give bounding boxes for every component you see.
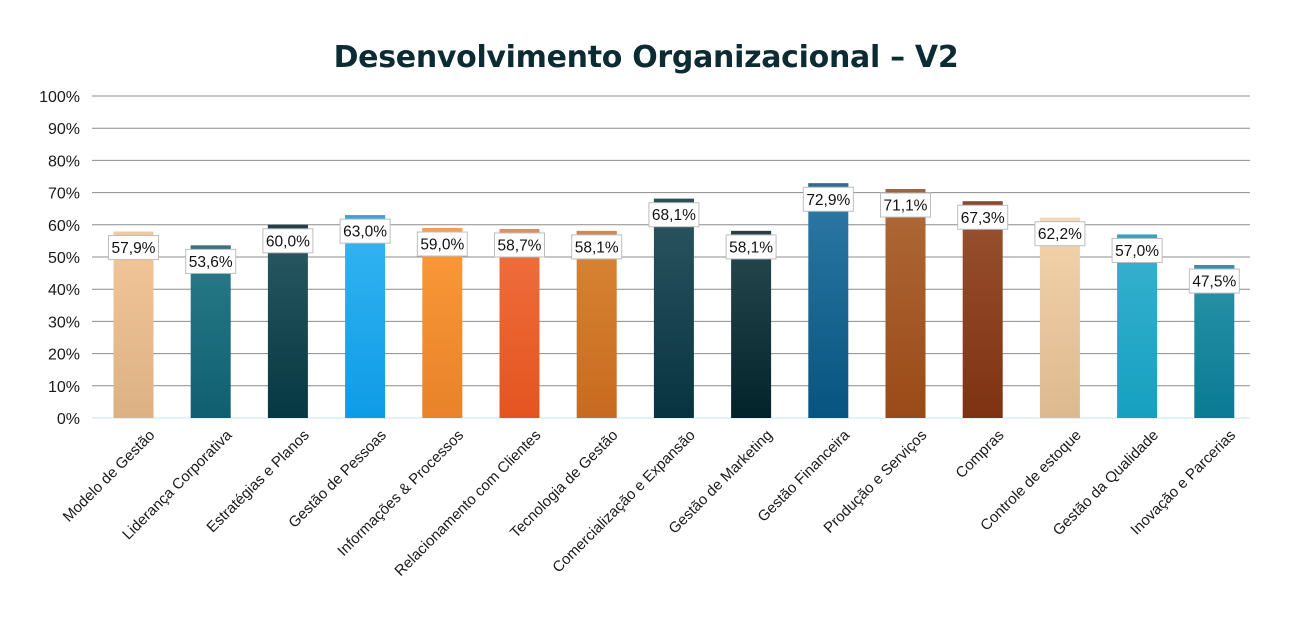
bar — [1039, 217, 1080, 418]
y-tick-label: 20% — [48, 347, 80, 364]
bar-cap — [885, 189, 926, 194]
data-label: 62,2% — [1038, 226, 1082, 243]
bar-cap — [1194, 265, 1235, 270]
data-label-box — [648, 202, 700, 228]
x-category-label: Informações & Processos — [334, 427, 467, 560]
y-tick-label: 80% — [48, 153, 80, 170]
bar — [576, 230, 617, 418]
y-tick-label: 10% — [48, 379, 80, 396]
data-label: 63,0% — [343, 224, 387, 241]
bar-cap — [345, 215, 386, 220]
data-label: 60,0% — [266, 233, 310, 250]
data-label: 72,9% — [806, 192, 850, 209]
y-tick-label: 60% — [48, 218, 80, 235]
y-axis-tick-labels: 0% 10% 20% 30% 40% 50% 60% 70% 80% 90% 100% — [39, 89, 80, 428]
bar-cap — [731, 230, 772, 235]
data-label-box — [494, 232, 545, 258]
y-tick-label: 50% — [48, 250, 80, 267]
bar — [731, 230, 772, 418]
bar — [345, 215, 386, 418]
bar-cap — [499, 228, 540, 233]
bar-cap — [1117, 234, 1158, 239]
bar — [653, 198, 694, 418]
bar-cap — [113, 231, 154, 236]
y-tick-label: 70% — [48, 186, 80, 203]
x-category-label: Compras — [952, 427, 1007, 482]
bar — [885, 189, 926, 418]
x-category-label: Relacionamento com Clientes — [391, 427, 544, 580]
data-label: 58,7% — [498, 237, 542, 254]
data-label-box — [108, 235, 159, 261]
chart-title: Desenvolvimento Organizacional – V2 — [333, 40, 959, 75]
bar-cap — [653, 198, 694, 203]
bar-cap — [1039, 217, 1080, 222]
data-label-box — [802, 186, 854, 212]
y-tick-label: 40% — [48, 282, 80, 299]
bar-cap — [808, 183, 849, 188]
x-category-label: Comercialização e Expansão — [549, 427, 698, 576]
data-label-box — [1034, 221, 1086, 247]
data-label-box — [957, 204, 1009, 230]
bar-cap — [576, 230, 617, 235]
data-label-box — [339, 218, 391, 244]
bar-cap — [962, 201, 1003, 206]
bar — [190, 245, 231, 418]
data-label: 57,0% — [1115, 243, 1159, 260]
data-label-box — [571, 234, 623, 260]
data-label-box — [416, 231, 468, 257]
data-label: 59,0% — [420, 237, 464, 254]
data-label-box — [880, 192, 931, 218]
bar-cap — [190, 245, 231, 250]
y-tick-label: 90% — [48, 121, 80, 138]
bar — [1117, 234, 1158, 418]
data-label: 68,1% — [652, 207, 696, 224]
bar — [113, 231, 154, 418]
bar — [267, 224, 308, 418]
data-label: 58,1% — [575, 239, 619, 256]
data-label: 47,5% — [1192, 274, 1236, 291]
bar — [422, 228, 463, 418]
data-label-box — [1188, 268, 1240, 294]
bar — [808, 183, 849, 418]
data-label: 71,1% — [884, 198, 928, 215]
data-label: 58,1% — [729, 239, 773, 256]
data-labels: 57,9% 53,6% 60,0% 63,0% 59,0% 58,7% 58,1% 68,1%… — [108, 186, 1240, 294]
data-label-box — [725, 234, 777, 260]
data-label-box — [262, 228, 314, 254]
y-tick-label: 0% — [57, 411, 80, 428]
y-tick-label: 30% — [48, 314, 80, 331]
y-tick-label: 100% — [39, 89, 80, 106]
bar — [499, 228, 540, 418]
bar — [962, 201, 1003, 418]
data-label: 57,9% — [112, 240, 156, 257]
data-label-box — [185, 248, 237, 274]
data-label: 67,3% — [961, 210, 1005, 227]
bars — [113, 183, 1235, 418]
data-label-box — [1111, 237, 1163, 263]
bar-cap — [267, 224, 308, 229]
bar-cap — [422, 228, 463, 233]
data-label: 53,6% — [189, 254, 233, 271]
